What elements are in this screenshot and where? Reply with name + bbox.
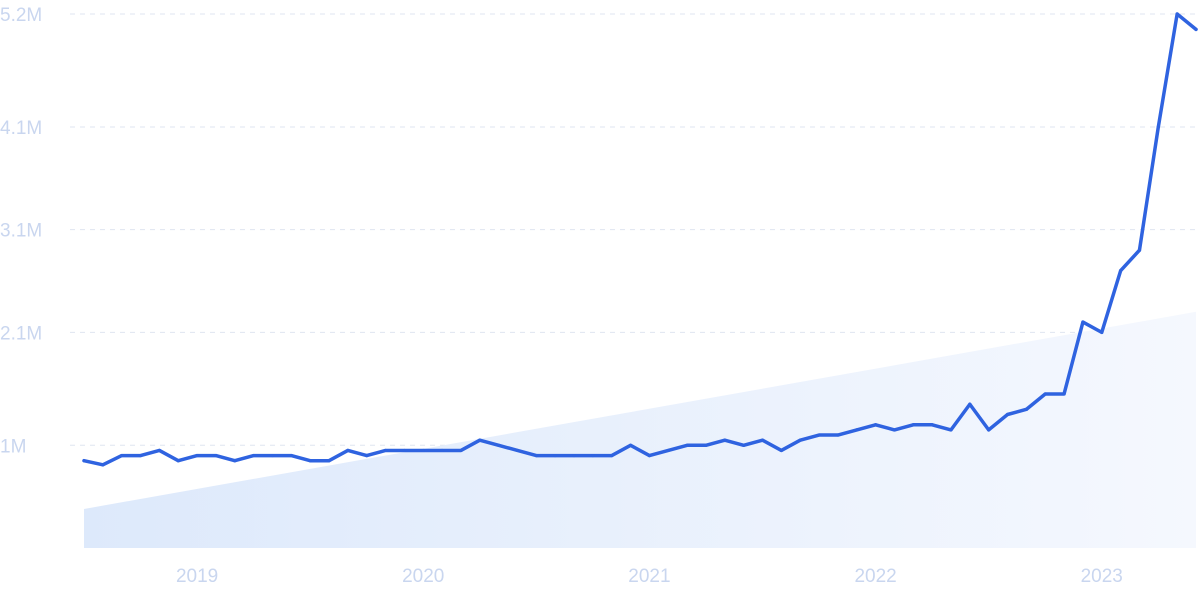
- x-tick-label: 2022: [854, 566, 896, 587]
- data-point: [365, 453, 369, 458]
- data-point: [553, 453, 557, 458]
- data-point: [497, 443, 501, 447]
- trend-area-layer: [84, 311, 1196, 548]
- data-point: [270, 453, 275, 458]
- data-point: [591, 453, 595, 458]
- x-axis-labels: 2019 2020 2021 2022 2023: [176, 566, 1123, 587]
- data-point: [873, 423, 878, 427]
- data-point: [383, 448, 388, 453]
- data-point: [704, 443, 708, 447]
- y-tick-label: 4.1M: [0, 118, 42, 139]
- y-axis-labels: 1M 2.1M 3.1M 4.1M 5.2M: [0, 5, 42, 457]
- series-line: [82, 12, 1198, 467]
- y-tick-label: 2.1M: [0, 323, 42, 344]
- data-point: [610, 453, 614, 458]
- series-layer: [82, 12, 1198, 467]
- data-point: [308, 459, 312, 463]
- data-point: [666, 448, 670, 453]
- data-point: [760, 438, 765, 442]
- data-point: [968, 402, 972, 406]
- trend-area: [84, 311, 1196, 548]
- data-point: [120, 453, 124, 458]
- x-tick-label: 2020: [402, 566, 444, 587]
- data-point: [1137, 248, 1142, 252]
- y-tick-label: 1M: [0, 436, 26, 457]
- data-point: [327, 459, 331, 463]
- data-point: [459, 448, 463, 453]
- data-point: [779, 448, 783, 453]
- data-point: [1081, 320, 1085, 324]
- x-tick-label: 2023: [1081, 566, 1123, 587]
- data-point: [817, 433, 821, 437]
- data-point: [534, 453, 538, 458]
- data-point: [1024, 407, 1028, 411]
- data-point: [723, 438, 727, 442]
- y-tick-label: 3.1M: [0, 221, 42, 242]
- data-point: [289, 453, 293, 458]
- data-point: [176, 459, 180, 463]
- x-tick-label: 2019: [176, 566, 218, 587]
- data-point: [1194, 27, 1198, 32]
- data-point: [346, 448, 350, 453]
- data-point: [157, 448, 161, 453]
- data-point: [685, 443, 689, 447]
- data-point: [101, 463, 105, 467]
- data-point: [440, 448, 444, 453]
- data-point: [1062, 392, 1066, 396]
- data-point: [1005, 412, 1010, 417]
- data-point: [515, 448, 520, 453]
- data-point: [1043, 392, 1047, 396]
- data-point: [214, 453, 218, 458]
- data-point: [1175, 12, 1179, 16]
- data-point: [195, 453, 199, 458]
- data-point: [836, 433, 840, 437]
- data-point: [742, 443, 746, 447]
- data-point: [402, 448, 407, 453]
- data-point: [930, 423, 934, 427]
- data-point: [1156, 125, 1160, 129]
- data-point: [628, 443, 633, 447]
- y-tick-label: 5.2M: [0, 5, 42, 26]
- data-point: [82, 459, 86, 463]
- data-point: [421, 448, 425, 453]
- data-point: [855, 428, 859, 432]
- data-point: [252, 453, 256, 458]
- data-point: [1119, 269, 1123, 273]
- data-point: [233, 459, 237, 463]
- data-point: [478, 438, 482, 442]
- data-point: [647, 453, 652, 458]
- data-point: [911, 423, 915, 427]
- data-point: [987, 428, 991, 432]
- data-point: [798, 438, 802, 442]
- data-point: [138, 453, 143, 458]
- data-point: [949, 428, 953, 432]
- data-point: [572, 453, 576, 458]
- data-point: [1100, 330, 1104, 334]
- data-point: [892, 428, 897, 432]
- x-tick-label: 2021: [628, 566, 670, 587]
